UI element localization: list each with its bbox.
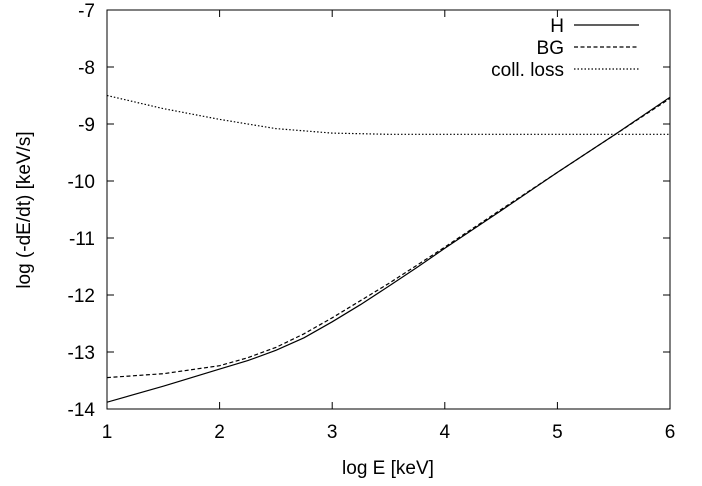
x-tick-label: 1 bbox=[102, 422, 113, 443]
legend-label: BG bbox=[537, 38, 564, 59]
series-group bbox=[107, 94, 670, 403]
plot-frame bbox=[106, 9, 671, 410]
series-line-3 bbox=[107, 94, 670, 135]
y-axis-title: log (-dE/dt) [keV/s] bbox=[14, 131, 35, 288]
x-tick-label: 4 bbox=[440, 422, 451, 443]
axis-tick-labels: 1 2 3 4 5 6 -7 -8 -9 -10 -11 -12 -13 -14 bbox=[68, 1, 676, 443]
y-tick-label: -10 bbox=[68, 172, 95, 193]
series-line-1 bbox=[107, 96, 670, 403]
x-tick-label: 2 bbox=[214, 422, 225, 443]
y-tick-label: -7 bbox=[78, 1, 95, 22]
y-tick-label: -9 bbox=[78, 115, 95, 136]
x-tick-label: 5 bbox=[552, 422, 563, 443]
x-tick-label: 6 bbox=[665, 422, 676, 443]
y-tick-label: -12 bbox=[68, 286, 95, 307]
y-tick-label: -8 bbox=[78, 58, 95, 79]
x-axis-title: log E [keV] bbox=[342, 458, 434, 479]
x-tick-label: 3 bbox=[327, 422, 338, 443]
series-line-2 bbox=[107, 97, 670, 379]
axis-ticks bbox=[106, 9, 671, 410]
y-tick-label: -13 bbox=[68, 343, 95, 364]
legend-label: H bbox=[550, 16, 564, 37]
y-tick-label: -11 bbox=[69, 229, 95, 250]
y-tick-label: -14 bbox=[68, 400, 96, 421]
legend-label: coll. loss bbox=[491, 60, 564, 81]
